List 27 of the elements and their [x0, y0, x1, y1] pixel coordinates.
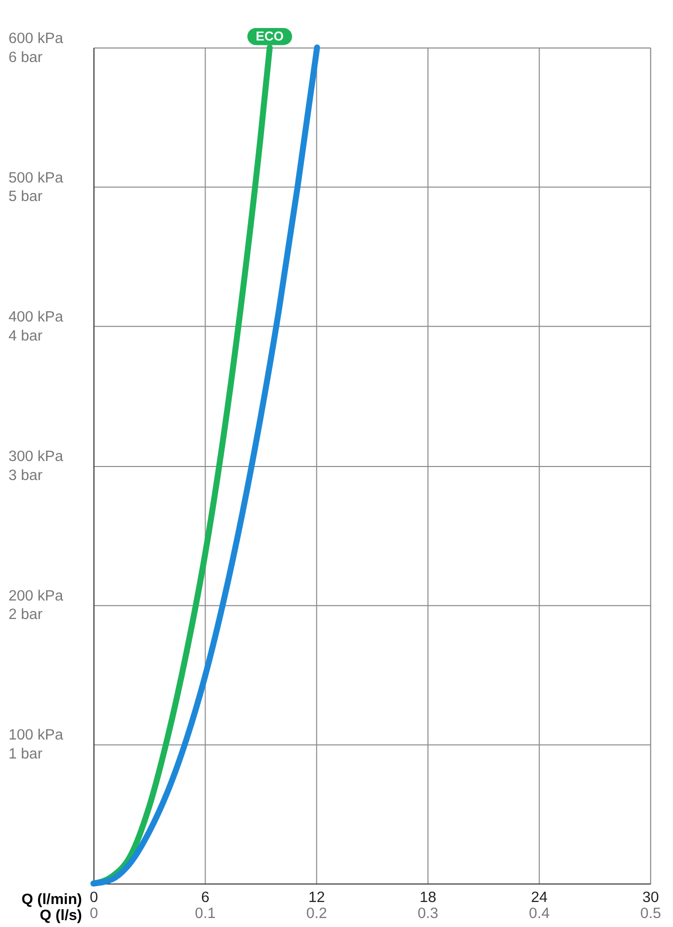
y2-tick-label: 4 bar [8, 328, 42, 345]
y-tick-label: 200 kPa [8, 588, 64, 604]
y2-tick-label: 6 bar [8, 50, 42, 66]
x2-tick-label: 0.4 [528, 906, 550, 922]
y2-tick-label: 5 bar [8, 189, 42, 206]
x2-tick-label: 0.3 [418, 906, 438, 922]
y-tick-label: 100 kPa [8, 728, 64, 744]
x2-tick-label: 0 [90, 906, 98, 922]
x-tick-label: 18 [420, 890, 436, 906]
y-tick-label: 300 kPa [8, 449, 64, 466]
y-tick-label: 400 kPa [8, 310, 64, 326]
x2-tick-label: 0.2 [306, 906, 327, 922]
x-tick-label: 6 [201, 890, 210, 906]
y2-tick-label: 3 bar [8, 468, 42, 484]
x-axis-title: Q (l/min) [22, 892, 82, 908]
x-tick-label: 30 [642, 890, 659, 906]
x-tick-label: 24 [531, 890, 548, 906]
y-tick-label: 600 kPa [8, 31, 64, 48]
y-tick-label: 500 kPa [8, 170, 64, 186]
x2-tick-label: 0.5 [640, 906, 661, 922]
x2-axis-title: Q (l/s) [40, 908, 82, 924]
y2-tick-label: 1 bar [8, 746, 42, 763]
x2-tick-label: 0.1 [194, 906, 216, 922]
x-tick-label: 0 [90, 890, 98, 906]
y2-tick-label: 2 bar [8, 607, 42, 624]
series-label: ECO [256, 28, 284, 44]
x-tick-label: 12 [308, 890, 325, 906]
